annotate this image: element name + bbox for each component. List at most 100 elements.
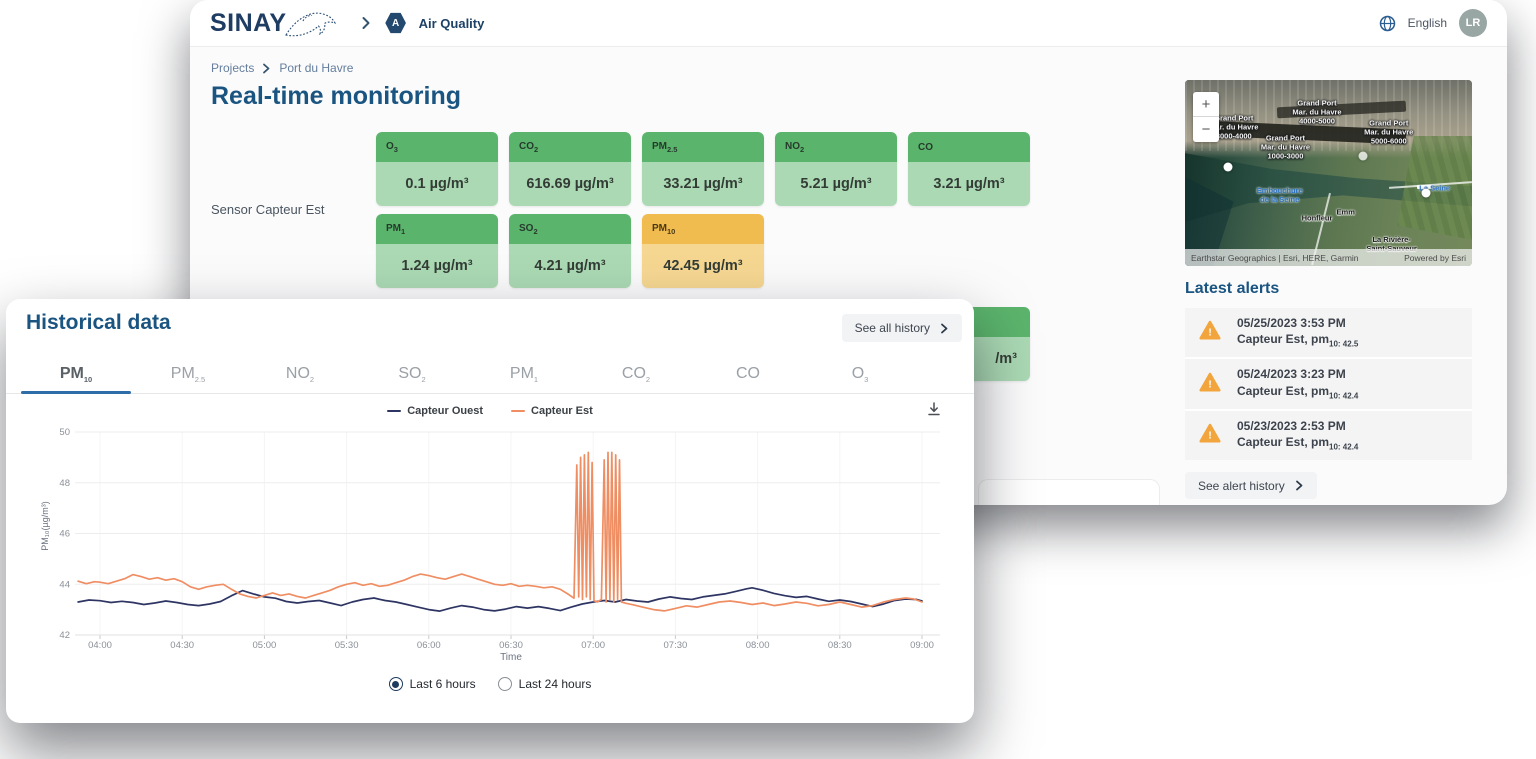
sensor-card-pollutant: O3: [376, 132, 498, 162]
map-sensor-marker[interactable]: [1421, 188, 1431, 198]
alert-text: 05/24/2023 3:23 PM Capteur Est, pm10: 42.…: [1237, 366, 1358, 401]
tab-no2[interactable]: NO2: [285, 365, 315, 385]
alerts-list: ! 05/25/2023 3:53 PM Capteur Est, pm10: 42…: [1185, 308, 1472, 461]
header-chevron-icon: [361, 16, 371, 30]
download-icon: [928, 402, 940, 416]
user-avatar[interactable]: LR: [1459, 9, 1487, 37]
legend-item-capteur-est: Capteur Est: [511, 405, 593, 417]
tab-pm10[interactable]: PM10: [59, 365, 93, 385]
sensor-card-value: 33.21 µg/m³: [642, 162, 764, 206]
sensor-card-pm1: PM1 1.24 µg/m³: [376, 214, 498, 288]
map-attribution: Earthstar Geographics | Esri, HERE, Garm…: [1185, 249, 1472, 266]
svg-text:04:30: 04:30: [170, 640, 194, 651]
alert-detail: Capteur Est, pm10: 42.4: [1237, 434, 1359, 452]
breadcrumb-projects[interactable]: Projects: [211, 61, 255, 75]
download-chart-button[interactable]: [924, 399, 944, 422]
sensor-card-pollutant: PM10: [642, 214, 764, 244]
svg-text:06:30: 06:30: [499, 640, 523, 651]
radio-label: Last 6 hours: [409, 677, 476, 691]
breadcrumb-chevron-icon: [263, 63, 270, 73]
sensor-location-map[interactable]: + − Grand Port Mar. du Havre 3000-4000Gr…: [1185, 80, 1472, 266]
tabs-divider: [6, 393, 974, 394]
language-selector[interactable]: English: [1407, 16, 1447, 30]
sensor-card-o3: O3 0.1 µg/m³: [376, 132, 498, 206]
latest-alerts-title: Latest alerts: [1185, 280, 1280, 297]
alert-row: ! 05/23/2023 2:53 PM Capteur Est, pm10: 42…: [1185, 410, 1472, 461]
see-alert-history-label: See alert history: [1198, 478, 1285, 493]
map-zoom-in-button[interactable]: +: [1193, 92, 1219, 117]
sensor-card-value: 0.1 µg/m³: [376, 162, 498, 206]
svg-text:07:30: 07:30: [664, 640, 688, 651]
map-sensor-marker[interactable]: [1223, 162, 1233, 172]
dolphin-logo-icon: [284, 12, 336, 37]
map-attribution-left: Earthstar Geographics | Esri, HERE, Garm…: [1191, 252, 1359, 263]
svg-text:08:00: 08:00: [746, 640, 770, 651]
see-all-history-button[interactable]: See all history: [841, 314, 962, 342]
sensor-card-pm10: PM10 42.45 µg/m³: [642, 214, 764, 288]
radio-last-24-hours[interactable]: Last 24 hours: [497, 677, 592, 691]
map-zoom-out-button[interactable]: −: [1193, 117, 1219, 142]
sensor-card-value: 1.24 µg/m³: [376, 244, 498, 288]
map-sensor-marker[interactable]: [1358, 151, 1368, 161]
tab-o3[interactable]: O3: [851, 365, 869, 385]
sinay-logo[interactable]: SINAY: [210, 5, 337, 41]
page-title: Real-time monitoring: [211, 82, 462, 110]
background-subpanel-edge: [978, 479, 1160, 505]
map-label: Emm: [1336, 207, 1355, 217]
svg-text:05:30: 05:30: [335, 640, 359, 651]
svg-text:!: !: [1208, 430, 1211, 441]
alert-datetime: 05/24/2023 3:23 PM: [1237, 367, 1346, 382]
legend-label: Capteur Est: [531, 405, 593, 417]
tab-co[interactable]: CO: [736, 365, 760, 382]
alert-detail: Capteur Est, pm10: 42.5: [1237, 332, 1359, 349]
breadcrumb-port-du-havre[interactable]: Port du Havre: [279, 61, 354, 75]
alert-row: ! 05/24/2023 3:23 PM Capteur Est, pm10: 42…: [1185, 359, 1472, 411]
warning-triangle-icon: !: [1199, 371, 1221, 398]
map-zoom-controls: + −: [1193, 92, 1219, 142]
sensor-card-pollutant: NO2: [775, 132, 897, 162]
radio-last-6-hours[interactable]: Last 6 hours: [388, 677, 476, 691]
radio-circle-icon: [497, 677, 512, 691]
tab-pm2.5[interactable]: PM2.5: [170, 365, 206, 385]
svg-text:Time: Time: [500, 652, 522, 663]
svg-text:07:00: 07:00: [581, 640, 605, 651]
breadcrumb: Projects Port du Havre: [211, 61, 353, 75]
air-quality-badge: A: [385, 12, 406, 34]
alert-text: 05/25/2023 3:53 PM Capteur Est, pm10: 42.…: [1237, 315, 1358, 350]
active-tab-underline: [21, 391, 131, 394]
chevron-right-icon: [1295, 480, 1303, 491]
sensor-card-pollutant: SO2: [509, 214, 631, 244]
right-sidebar: + − Grand Port Mar. du Havre 3000-4000Gr…: [1185, 80, 1472, 500]
see-alert-history-button[interactable]: See alert history: [1185, 472, 1317, 500]
globe-icon[interactable]: [1379, 15, 1396, 32]
svg-text:09:00: 09:00: [910, 640, 934, 651]
tab-co2[interactable]: CO2: [621, 365, 651, 385]
tab-pm1[interactable]: PM1: [509, 365, 539, 385]
svg-text:48: 48: [59, 478, 70, 489]
svg-text:50: 50: [59, 427, 70, 438]
sensor-card-value: 5.21 µg/m³: [775, 162, 897, 206]
svg-text:!: !: [1208, 379, 1211, 390]
sensor-card-value: 616.69 µg/m³: [509, 162, 631, 206]
sensor-card-pollutant: CO: [908, 132, 1030, 162]
svg-text:04:00: 04:00: [88, 640, 112, 651]
app-name: Air Quality: [418, 15, 485, 31]
map-pier: [1417, 185, 1432, 190]
svg-text:!: !: [1208, 327, 1211, 338]
svg-text:06:00: 06:00: [417, 640, 441, 651]
svg-text:08:30: 08:30: [828, 640, 852, 651]
legend-label: Capteur Ouest: [407, 405, 484, 417]
legend-dash-icon: [511, 410, 526, 412]
alert-row: ! 05/25/2023 3:53 PM Capteur Est, pm10: 42…: [1185, 308, 1472, 360]
sensor-card-no2: NO2 5.21 µg/m³: [775, 132, 897, 206]
radio-label: Last 24 hours: [518, 677, 592, 691]
radio-circle-icon: [388, 677, 403, 691]
legend-item-capteur-ouest: Capteur Ouest: [387, 405, 483, 417]
svg-text:46: 46: [59, 529, 70, 540]
sensor-card-so2: SO2 4.21 µg/m³: [509, 214, 631, 288]
sensor-section-label: Sensor Capteur Est: [211, 202, 325, 217]
map-attribution-right: Powered by Esri: [1404, 252, 1466, 263]
tab-so2[interactable]: SO2: [398, 365, 426, 385]
sensor-card-pm2.5: PM2.5 33.21 µg/m³: [642, 132, 764, 206]
